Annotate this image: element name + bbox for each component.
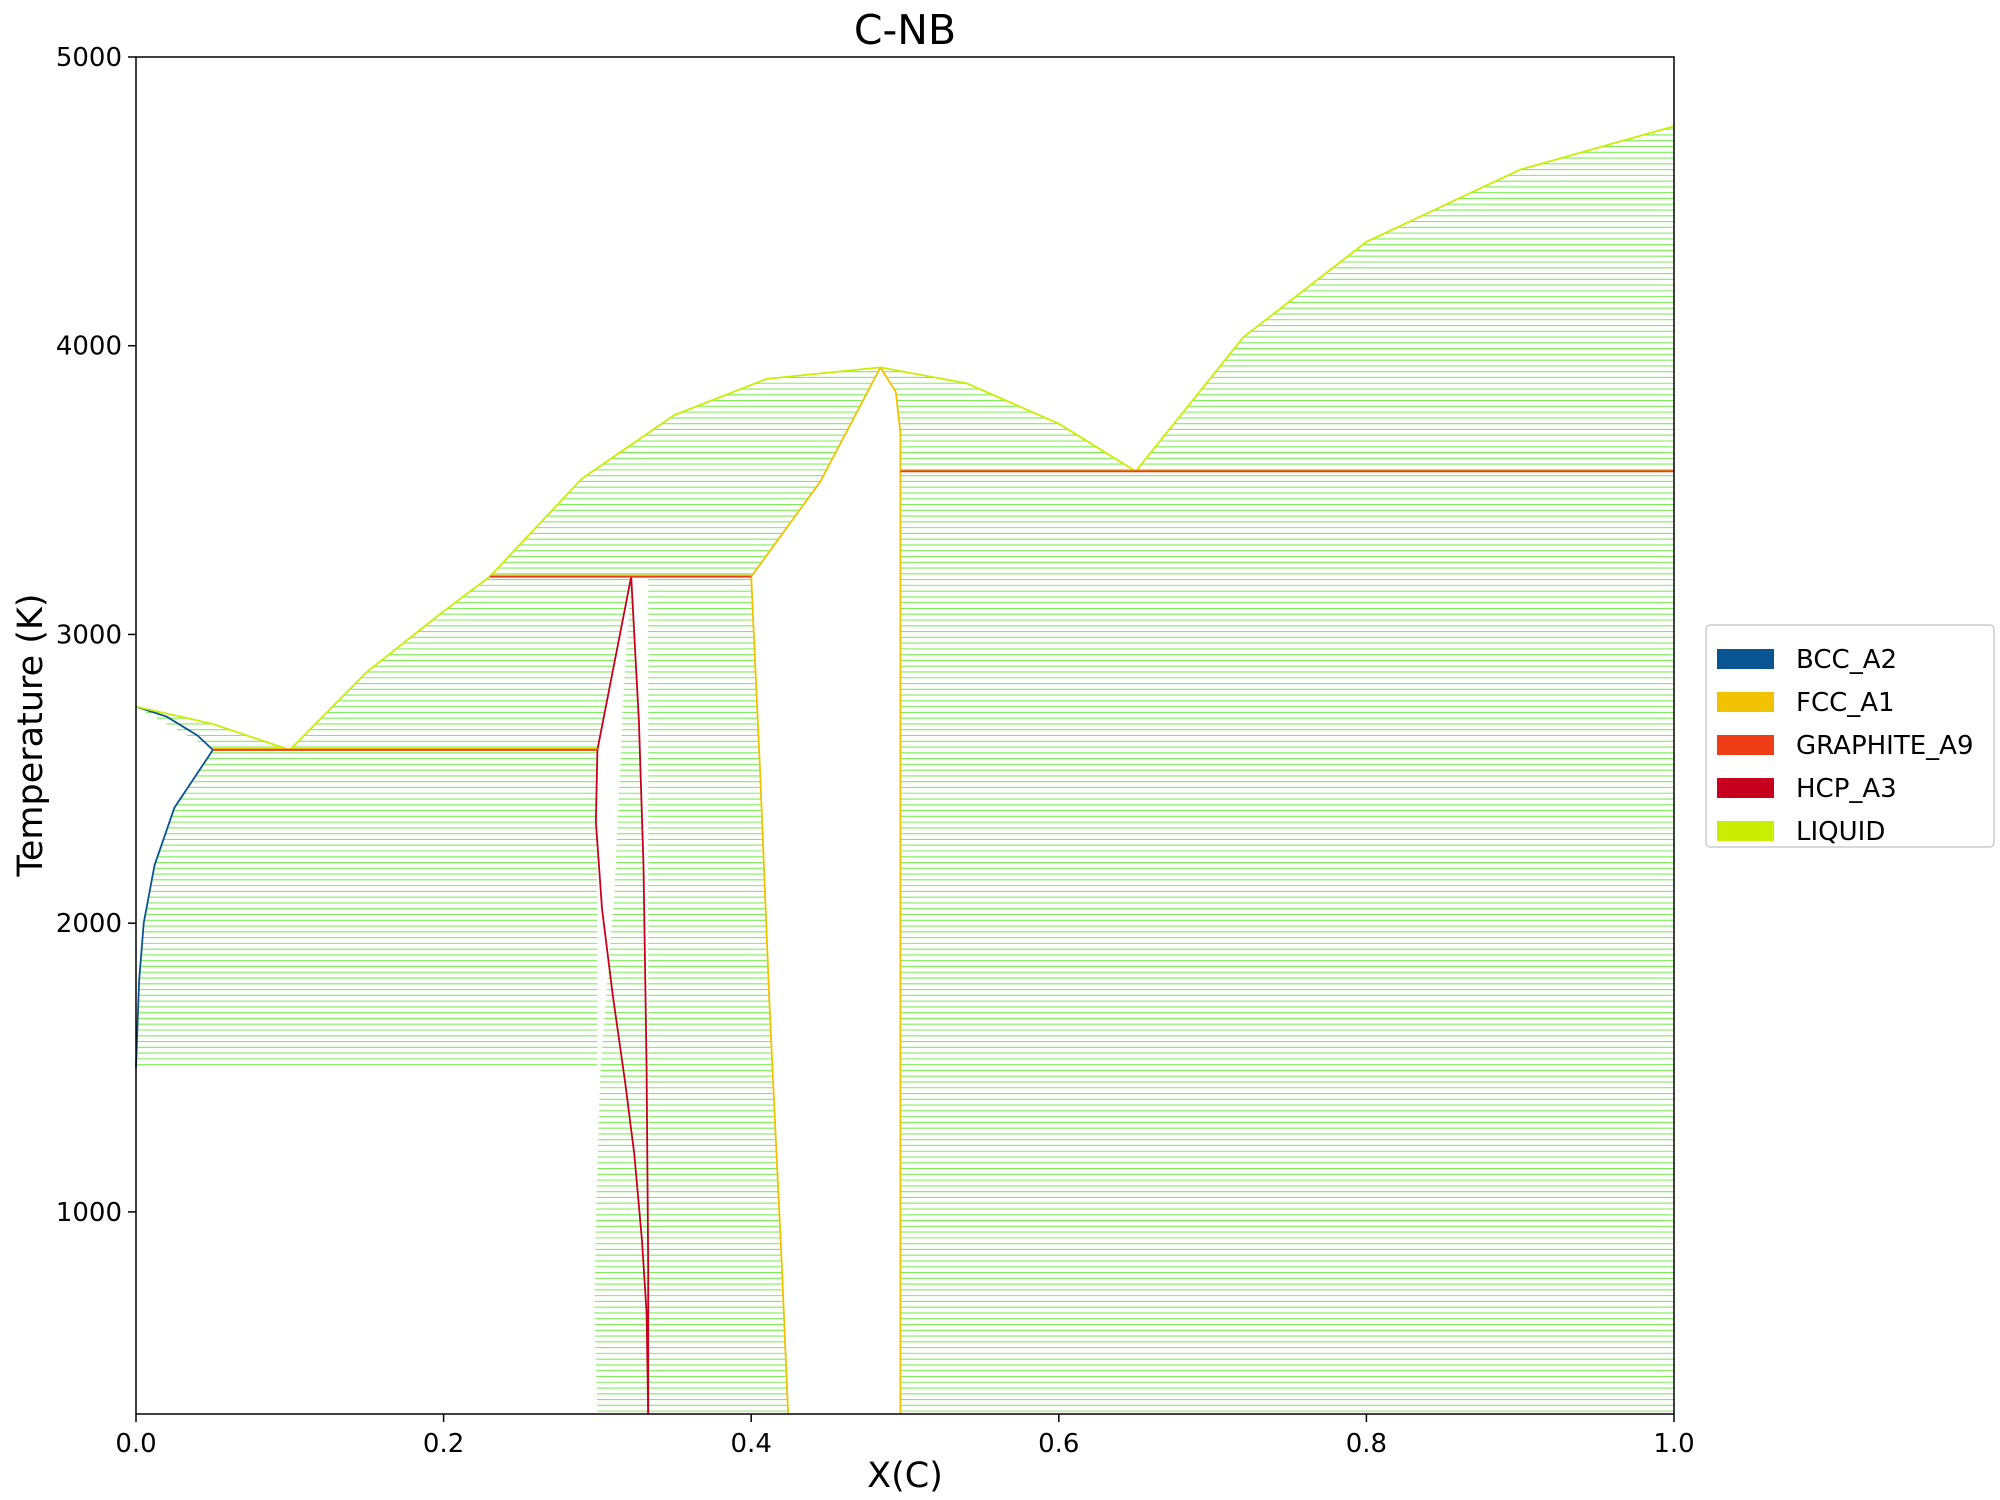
y-tick-label: 3000 [56, 620, 122, 650]
boundary-liquid [289, 366, 881, 751]
boundary-hcp-a3 [594, 749, 650, 1415]
legend-label: GRAPHITE_A9 [1796, 731, 1973, 761]
y-tick-label: 2000 [56, 909, 122, 939]
legend-label: BCC_A2 [1796, 645, 1897, 675]
boundary-bcc-a2 [135, 705, 214, 751]
legend-swatch [1717, 735, 1774, 755]
region-liquid+fcc_high [883, 371, 1134, 471]
legend-label: LIQUID [1796, 817, 1885, 847]
y-axis-ticks: 1000 2000 3000 4000 5000 [56, 43, 136, 1228]
boundary-fcc-a1 [750, 576, 789, 1415]
boundary-fcc-a1 [879, 366, 902, 1414]
legend: BCC_A2 FCC_A1 GRAPHITE_A9 HCP_A3 LIQUID [1705, 624, 1995, 848]
boundary-fcc-a1 [750, 366, 882, 578]
boundary-bcc-a2 [135, 749, 214, 1068]
invariant-lines [212, 469, 1674, 751]
legend-swatch [1717, 692, 1774, 712]
x-axis-ticks: 0.0 0.2 0.4 0.6 0.8 1.0 [115, 1414, 1695, 1459]
legend-swatch [1717, 778, 1774, 798]
region-hcp+fcc [594, 579, 649, 1412]
y-tick-label: 5000 [56, 43, 122, 73]
chart-title: C-NB [854, 6, 956, 54]
y-axis-label: Temperature (K) [11, 593, 51, 877]
region-fcc+graphite [900, 475, 1674, 1412]
legend-swatch [1717, 821, 1774, 841]
region-liquid+hcp [292, 579, 631, 748]
region-liquid+fcc [492, 371, 879, 575]
x-tick-label: 0.2 [423, 1429, 464, 1459]
boundary-hcp-a3 [630, 576, 650, 1414]
x-tick-label: 0.4 [731, 1429, 772, 1459]
boundary-liquid [880, 366, 1137, 473]
x-tick-label: 0.8 [1346, 1429, 1387, 1459]
region-liquid+graphite [1136, 128, 1674, 471]
plot-frame [135, 56, 1675, 1415]
x-tick-label: 0.6 [1038, 1429, 1079, 1459]
x-tick-label: 1.0 [1653, 1429, 1694, 1459]
boundary-hcp-a3 [596, 576, 633, 751]
tie-line-regions [136, 128, 1674, 1412]
boundary-liquid [1134, 125, 1675, 472]
y-tick-label: 4000 [56, 332, 122, 362]
legend-label: FCC_A1 [1796, 688, 1895, 718]
region-liquid+bcc [146, 711, 282, 748]
legend-label: HCP_A3 [1796, 774, 1897, 804]
x-axis-label: X(C) [867, 1456, 943, 1496]
legend-swatch [1717, 649, 1774, 669]
region-fcc+fcc [648, 579, 788, 1412]
x-tick-label: 0.0 [115, 1429, 156, 1459]
legend-box [1705, 624, 1995, 848]
region-bcc+hcp [136, 752, 598, 1066]
boundary-liquid [135, 705, 291, 751]
y-tick-label: 1000 [56, 1198, 122, 1228]
phase-boundaries [135, 125, 1675, 1415]
